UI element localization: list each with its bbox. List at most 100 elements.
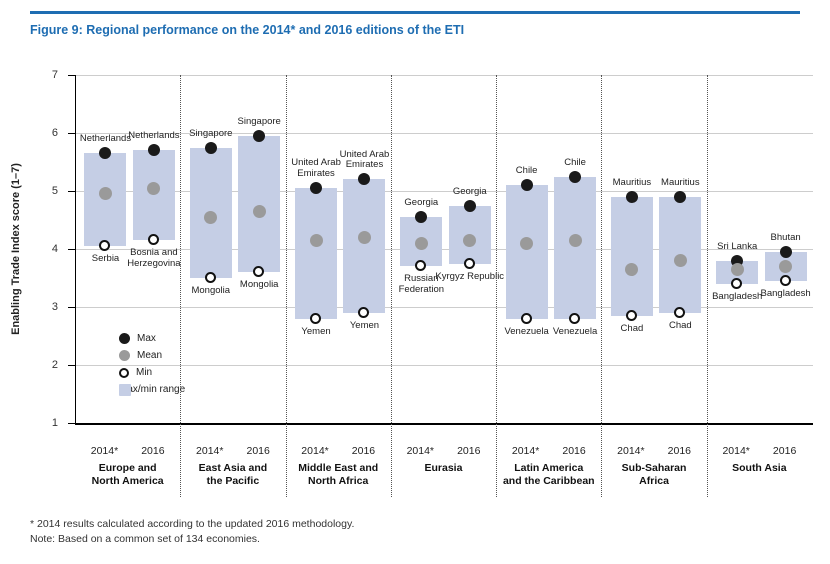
y-tick-label: 5: [51, 184, 58, 197]
min-country-label: Chad: [668, 319, 692, 331]
min-country-label: Bosnia and Herzegovina: [127, 247, 181, 270]
mean-dot: [147, 181, 161, 195]
region-label: Eurasia: [393, 462, 493, 475]
legend-item: Mean: [119, 349, 185, 362]
region-separator: [496, 75, 498, 497]
max-dot: [99, 147, 112, 160]
mean-dot: [252, 204, 266, 218]
region-label: Sub-Saharan Africa: [604, 462, 704, 488]
max-dot: [358, 173, 371, 186]
region-group: Sri Lanka Bangladesh Bhutan Bangladesh: [708, 75, 813, 423]
year-label: 2014*: [617, 445, 645, 457]
legend-marker-range: [119, 383, 131, 396]
mean-dot: [520, 236, 534, 250]
max-country-label: Georgia: [452, 185, 487, 197]
legend-label: Min: [136, 367, 153, 378]
min-country-label: Venezuela: [504, 325, 549, 337]
min-dot: [520, 312, 532, 324]
max-dot: [253, 129, 266, 142]
mean-dot: [730, 262, 744, 276]
legend-marker-mean: [119, 350, 130, 361]
gridline: [76, 191, 813, 192]
region-group: United Arab Emirates Yemen United Arab Emi…: [287, 75, 392, 423]
year-label: 2014*: [301, 445, 329, 457]
y-tick-mark: [68, 423, 75, 424]
mean-dot: [357, 230, 371, 244]
range-bar: [295, 188, 338, 319]
min-dot: [625, 309, 637, 321]
region-separator: [601, 75, 603, 497]
legend-label: Mean: [137, 350, 163, 361]
min-dot: [674, 306, 686, 318]
max-country-label: Georgia: [404, 197, 439, 209]
mean-dot: [98, 187, 112, 201]
legend-marker-min: [119, 367, 129, 378]
legend-item: Min: [119, 366, 185, 379]
max-country-label: United Arab Emirates: [291, 157, 341, 180]
mean-dot: [625, 262, 639, 276]
max-dot: [625, 190, 638, 203]
gridline: [76, 133, 813, 134]
max-dot: [310, 182, 323, 195]
mean-dot: [309, 233, 323, 247]
x-region-labels: 2014* 2016 South Asia: [707, 445, 812, 505]
mean-dot: [414, 236, 428, 250]
x-axis-labels: 2014* 2016 Europe and North America 2014* 201…: [75, 445, 812, 505]
min-dot: [731, 277, 743, 289]
range-bar: [343, 179, 386, 313]
min-dot: [569, 312, 581, 324]
legend-marker-max: [119, 333, 130, 344]
mean-dot: [673, 254, 687, 268]
mean-dot: [463, 233, 477, 247]
title-rule: [30, 11, 800, 14]
x-region-labels: 2014* 2016 East Asia and the Pacific: [180, 445, 285, 505]
max-country-label: Singapore: [237, 115, 281, 127]
x-region-labels: 2014* 2016 Europe and North America: [75, 445, 180, 505]
min-country-label: Bangladesh: [760, 287, 811, 299]
mean-dot: [779, 259, 793, 273]
min-dot: [147, 234, 159, 246]
year-label: 2016: [457, 445, 481, 457]
max-country-label: Bhutan: [770, 231, 801, 243]
min-dot: [310, 312, 322, 324]
max-country-label: Mauritius: [612, 176, 652, 188]
region-label-line: North America: [91, 475, 164, 488]
mean-dot: [204, 210, 218, 224]
min-country-label: Yemen: [349, 319, 380, 331]
max-dot: [463, 199, 476, 212]
gridline: [76, 307, 813, 308]
max-country-label: Netherlands: [79, 133, 132, 145]
y-tick-mark: [68, 133, 75, 134]
max-country-label: Chile: [515, 165, 538, 177]
max-dot: [674, 190, 687, 203]
range-bar: [238, 135, 281, 273]
region-separator: [180, 75, 182, 497]
max-country-label: United Arab Emirates: [339, 148, 390, 171]
max-country-label: Sri Lanka: [717, 240, 758, 252]
y-tick-label: 2: [51, 358, 58, 371]
region-separator: [390, 75, 392, 497]
region-label: South Asia: [709, 462, 809, 475]
year-label: 2016: [246, 445, 270, 457]
region-label: Europe and North America: [78, 462, 178, 488]
region-group: Netherlands Serbia Netherlands Bosnia and H…: [76, 75, 181, 423]
max-dot: [147, 144, 160, 157]
y-tick-label: 7: [51, 68, 58, 81]
gridline: [76, 365, 813, 366]
min-dot: [463, 257, 475, 269]
region-group: Chile Venezuela Chile Venezuela: [497, 75, 602, 423]
min-dot: [204, 272, 216, 283]
min-country-label: Yemen: [301, 325, 331, 337]
range-bar: [610, 196, 653, 316]
y-tick-mark: [68, 365, 75, 366]
region-separator: [706, 75, 708, 497]
min-country-label: Venezuela: [552, 325, 598, 337]
year-label: 2014*: [90, 445, 119, 457]
min-country-label: Serbia: [91, 253, 120, 265]
x-region-labels: 2014* 2016 Eurasia: [391, 445, 496, 505]
region-label-line: Eurasia: [424, 462, 463, 474]
figure-title: Figure 9: Regional performance on the 20…: [30, 23, 465, 37]
x-region-labels: 2014* 2016 Middle East and North Africa: [286, 445, 391, 505]
